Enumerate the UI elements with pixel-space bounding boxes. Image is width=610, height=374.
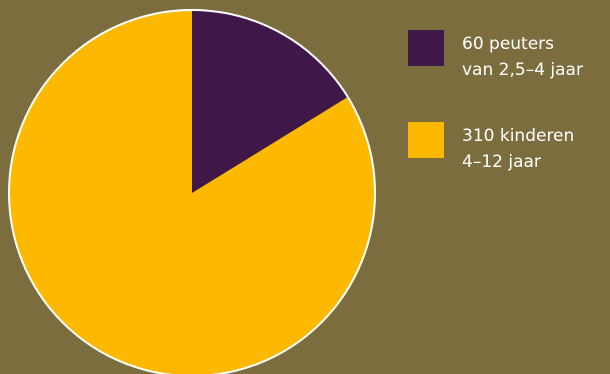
legend-label-peuters-line2: van 2,5–4 jaar <box>462 60 583 80</box>
legend-item-peuters: 60 peuters van 2,5–4 jaar <box>408 30 608 122</box>
pie-slice-0 <box>192 10 348 193</box>
pie-slices <box>9 10 376 374</box>
legend-label-kinderen-line1: 310 kinderen <box>462 126 575 146</box>
legend: 60 peuters van 2,5–4 jaar 310 kinderen 4… <box>408 30 608 214</box>
legend-swatch-kinderen <box>408 122 444 158</box>
legend-label-kinderen: 310 kinderen 4–12 jaar <box>462 123 574 175</box>
legend-label-peuters-line1: 60 peuters <box>462 34 555 54</box>
legend-swatch-peuters <box>408 30 444 66</box>
legend-item-kinderen: 310 kinderen 4–12 jaar <box>408 122 608 214</box>
pie-outline <box>8 9 376 374</box>
pie-slice-1 <box>9 10 376 374</box>
legend-label-kinderen-line2: 4–12 jaar <box>462 152 541 172</box>
legend-label-peuters: 60 peuters van 2,5–4 jaar <box>462 31 583 83</box>
